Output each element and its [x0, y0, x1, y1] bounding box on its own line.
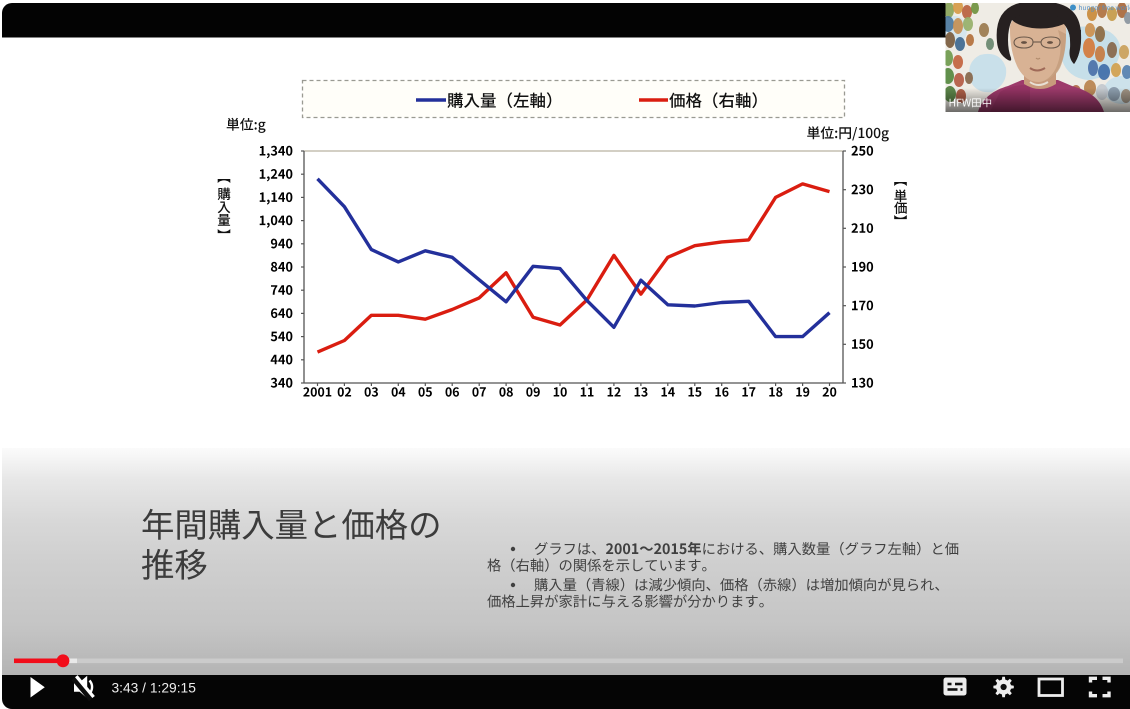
svg-text:3:43 / 1:29:15: 3:43 / 1:29:15: [112, 681, 197, 696]
